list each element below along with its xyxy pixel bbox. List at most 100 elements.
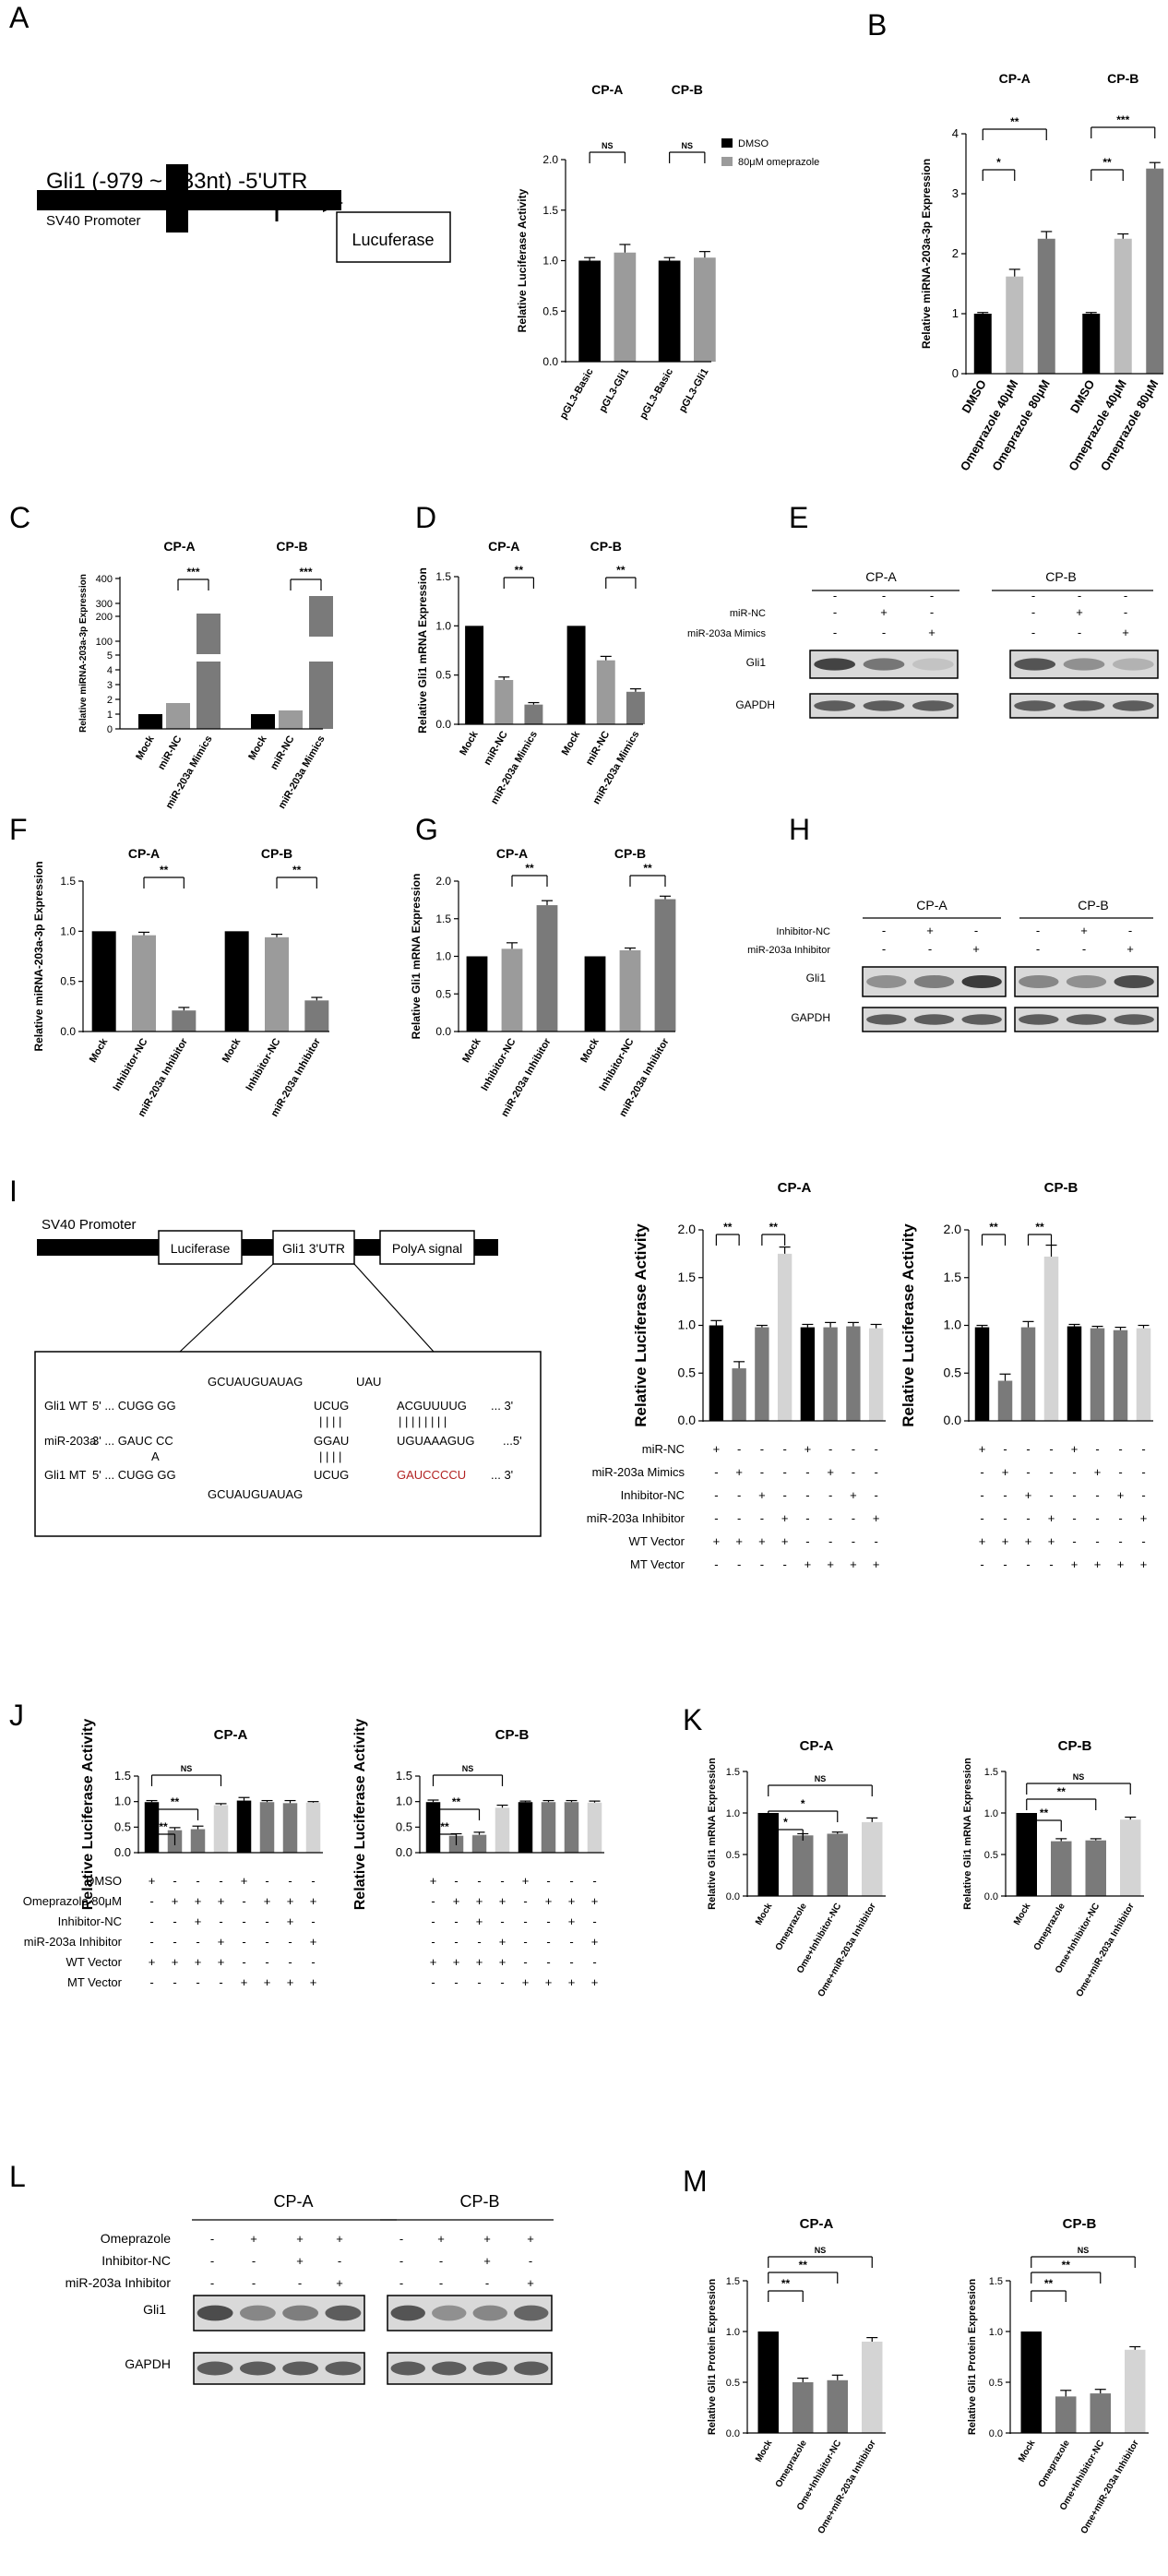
blot-band xyxy=(814,658,856,671)
condition-sign: + xyxy=(430,1874,437,1888)
y-tick-label: 2 xyxy=(952,246,959,260)
condition-sign: - xyxy=(1026,1442,1030,1456)
condition-sign: - xyxy=(1036,942,1040,956)
condition-sign: - xyxy=(210,2254,214,2268)
blot-band xyxy=(432,2361,467,2376)
blot-band xyxy=(514,2305,549,2321)
condition-sign: - xyxy=(882,589,886,602)
condition-sign: - xyxy=(852,1465,855,1479)
bar xyxy=(465,626,484,724)
y-tick-label: 0.0 xyxy=(435,1025,451,1038)
blot-band xyxy=(961,974,1002,989)
sig-marker: NS xyxy=(181,1764,193,1773)
y-tick-label: 0.5 xyxy=(435,669,451,682)
sig-marker: NS xyxy=(1078,2246,1090,2255)
legend-swatch xyxy=(721,157,733,166)
bar xyxy=(197,614,220,654)
vector-backbone xyxy=(37,190,341,210)
condition-sign: - xyxy=(1128,924,1132,937)
blot-label: Gli1 xyxy=(746,656,767,669)
group-label: CP-B xyxy=(1045,569,1076,584)
panel-letter: D xyxy=(415,501,436,534)
group-label: CP-A xyxy=(999,71,1031,86)
condition-sign: - xyxy=(714,1465,718,1479)
y-tick-label: 1.0 xyxy=(726,2327,740,2338)
condition-sign: + xyxy=(1122,626,1129,639)
bar xyxy=(793,2382,814,2433)
bar xyxy=(425,1802,441,1853)
condition-sign: + xyxy=(928,626,936,639)
chart-title: CP-B xyxy=(1058,1738,1092,1754)
chart-title: CP-A xyxy=(800,1738,834,1754)
bar xyxy=(596,660,615,724)
bar xyxy=(1006,276,1024,374)
y-tick-label: 200 xyxy=(96,612,113,623)
condition-sign: - xyxy=(980,1488,983,1502)
condition-sign: + xyxy=(172,1894,179,1908)
condition-sign: - xyxy=(265,1935,268,1949)
bar xyxy=(564,1802,579,1853)
arrow-head xyxy=(323,194,343,212)
sig-marker: ** xyxy=(616,564,626,577)
bar xyxy=(694,257,716,362)
x-tick-label: Omeprazole xyxy=(1032,1902,1067,1952)
condition-sign: + xyxy=(264,1894,271,1908)
condition-sign: - xyxy=(210,2276,214,2290)
condition-sign: - xyxy=(569,1935,573,1949)
condition-sign: + xyxy=(483,2232,491,2246)
y-tick-label: 0.0 xyxy=(984,1891,998,1902)
condition-sign: - xyxy=(1095,1488,1099,1502)
condition-sign: + xyxy=(1002,1534,1009,1548)
bar xyxy=(309,596,333,637)
condition-sign: - xyxy=(974,924,978,937)
y-tick-label: 300 xyxy=(96,599,113,610)
condition-sign: - xyxy=(431,1935,435,1949)
condition-sign: - xyxy=(1078,626,1081,639)
sig-marker: ** xyxy=(643,862,652,875)
y-tick-label: 2.0 xyxy=(678,1222,697,1236)
promoter-label: SV40 Promoter xyxy=(46,213,141,229)
condition-sign: - xyxy=(196,1874,199,1888)
condition-sign: - xyxy=(546,1914,550,1928)
y-tick-label: 1.5 xyxy=(435,570,451,583)
condition-sign: + xyxy=(1094,1557,1102,1571)
y-tick-label: 1.0 xyxy=(435,950,451,963)
condition-sign: + xyxy=(522,1874,530,1888)
y-tick-label: 1.0 xyxy=(726,1808,740,1819)
bar xyxy=(1120,1819,1141,1896)
y-axis-label: Relative Luciferase Activity xyxy=(516,188,529,332)
condition-sign: - xyxy=(242,1894,245,1908)
condition-sign: - xyxy=(500,1874,504,1888)
condition-label: WT Vector xyxy=(629,1534,685,1548)
condition-sign: + xyxy=(437,2232,445,2246)
condition-sign: - xyxy=(852,1511,855,1525)
condition-sign: + xyxy=(241,1975,248,1989)
x-tick-label: pGL3-Basic xyxy=(558,367,596,422)
condition-sign: + xyxy=(476,1894,483,1908)
condition-sign: - xyxy=(874,1442,877,1456)
sig-marker: *** xyxy=(1116,113,1129,126)
sig-marker: * xyxy=(783,1816,788,1829)
blot-band xyxy=(432,2305,467,2321)
condition-sign: - xyxy=(714,1511,718,1525)
y-tick-label: 400 xyxy=(96,574,113,585)
condition-sign: + xyxy=(310,1975,317,1989)
y-tick-label: 0.5 xyxy=(944,1365,962,1379)
bar xyxy=(224,931,249,1032)
sig-marker: NS xyxy=(462,1764,474,1773)
condition-sign: - xyxy=(980,1511,983,1525)
y-tick-label: 1.5 xyxy=(435,912,451,925)
condition-sign: + xyxy=(522,1975,530,1989)
condition-sign: + xyxy=(1117,1557,1125,1571)
condition-label: miR-203a Mimics xyxy=(687,628,766,639)
condition-sign: - xyxy=(1049,1442,1053,1456)
y-axis-label: Relative Luciferase Activity xyxy=(632,1223,650,1427)
x-tick-label: Inhibitor-NC xyxy=(244,1036,282,1092)
condition-sign: + xyxy=(499,1894,507,1908)
condition-sign: - xyxy=(1049,1465,1053,1479)
condition-sign: - xyxy=(874,1488,877,1502)
condition-sign: + xyxy=(804,1442,812,1456)
y-tick-label: 0.5 xyxy=(678,1365,697,1379)
bar xyxy=(471,1834,487,1853)
group-label: CP-B xyxy=(614,846,646,861)
